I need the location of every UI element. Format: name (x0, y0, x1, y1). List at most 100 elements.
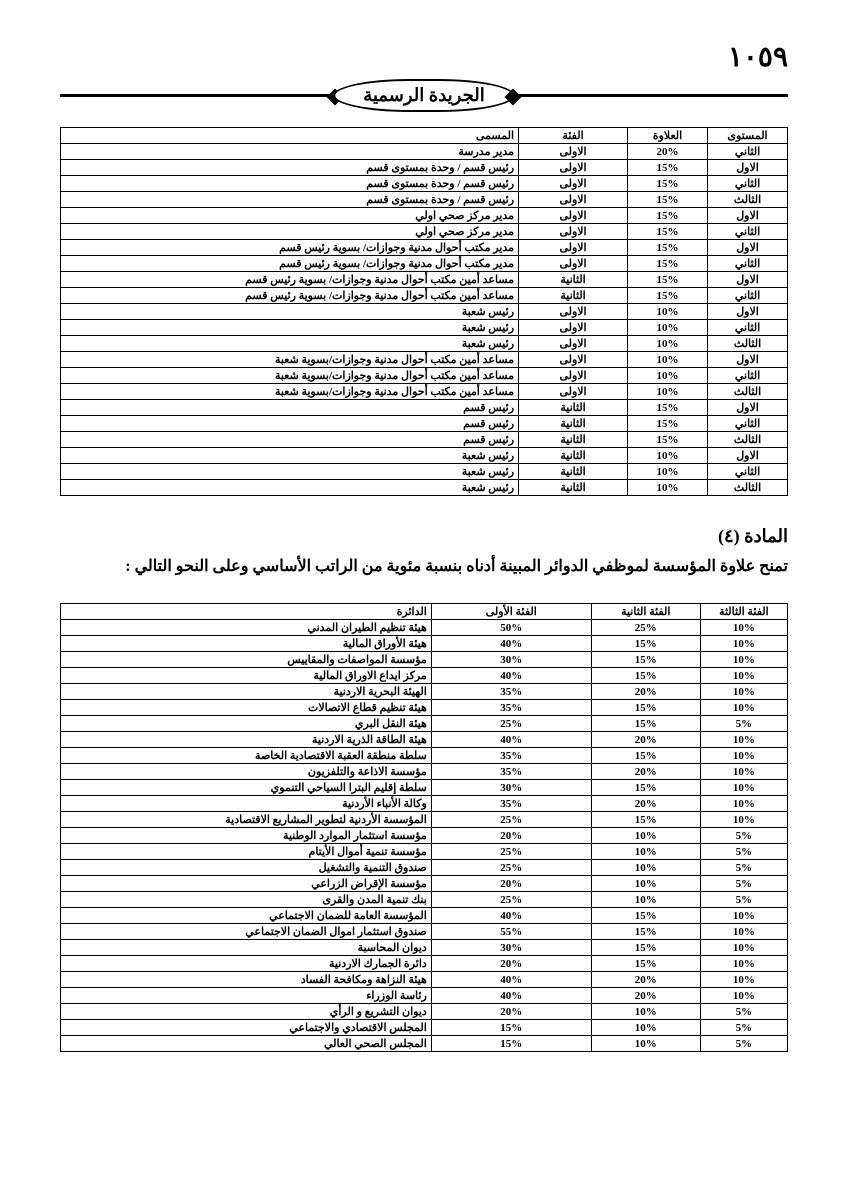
cell-level: الثالث (708, 336, 788, 352)
cell-department: الهيئة البحرية الاردنية (61, 684, 432, 700)
cell-cat3: 10% (700, 988, 787, 1004)
cell-level: الثاني (708, 416, 788, 432)
cell-allowance: 10% (628, 480, 708, 496)
cell-cat2: 15% (591, 812, 700, 828)
table-row: الثاني10%الثانيةرئيس شعبة (61, 464, 788, 480)
table-row: 5%10%20%مؤسسة استثمار الموارد الوطنية (61, 828, 788, 844)
cell-cat3: 5% (700, 1020, 787, 1036)
cell-level: الاول (708, 400, 788, 416)
cell-department: صندوق التنمية والتشغيل (61, 860, 432, 876)
table-row: 10%15%25%المؤسسة الأردنية لتطوير المشاري… (61, 812, 788, 828)
cell-name: رئيس شعبة (61, 464, 519, 480)
cell-category: الاولى (519, 160, 628, 176)
cell-cat2: 10% (591, 828, 700, 844)
positions-table: المستوى العلاوة الفئة المسمى الثاني20%ال… (60, 127, 788, 496)
cell-department: المؤسسة الأردنية لتطوير المشاريع الاقتصا… (61, 812, 432, 828)
table-row: الثاني10%الاولىرئيس شعبة (61, 320, 788, 336)
cell-cat2: 15% (591, 700, 700, 716)
col-cat3: الفئة الثالثة (700, 604, 787, 620)
cell-name: مساعد أمين مكتب أحوال مدنية وجوازات/بسوي… (61, 368, 519, 384)
cell-level: الاول (708, 240, 788, 256)
col-cat2: الفئة الثانية (591, 604, 700, 620)
cell-allowance: 15% (628, 160, 708, 176)
cell-category: الثانية (519, 432, 628, 448)
cell-department: سلطة إقليم البترا السياحي التنموي (61, 780, 432, 796)
cell-level: الثاني (708, 464, 788, 480)
cell-cat2: 15% (591, 956, 700, 972)
cell-name: رئيس شعبة (61, 448, 519, 464)
cell-cat3: 5% (700, 892, 787, 908)
table-row: 5%15%25%هيئة النقل البري (61, 716, 788, 732)
table-row: 10%15%40%هيئة الأوراق المالية (61, 636, 788, 652)
cell-name: رئيس قسم / وحدة بمستوى قسم (61, 192, 519, 208)
col-cat1: الفئة الأولى (431, 604, 591, 620)
col-category: الفئة (519, 128, 628, 144)
cell-cat2: 15% (591, 652, 700, 668)
col-name: المسمى (61, 128, 519, 144)
cell-cat3: 5% (700, 876, 787, 892)
cell-cat2: 15% (591, 636, 700, 652)
cell-cat1: 55% (431, 924, 591, 940)
cell-department: مؤسسة تنمية أموال الأيتام (61, 844, 432, 860)
table-row: الثاني15%الاولىمدير مكتب أحوال مدنية وجو… (61, 256, 788, 272)
cell-name: رئيس قسم / وحدة بمستوى قسم (61, 160, 519, 176)
cell-department: هيئة الأوراق المالية (61, 636, 432, 652)
cell-cat2: 20% (591, 796, 700, 812)
table-header-row: الفئة الثالثة الفئة الثانية الفئة الأولى… (61, 604, 788, 620)
cell-level: الثالث (708, 432, 788, 448)
table-row: 10%15%35%سلطة منطقة العقبة الاقتصادية ال… (61, 748, 788, 764)
table-row: الاول15%الثانيةرئيس قسم (61, 400, 788, 416)
table-row: 10%15%35%هيئة تنظيم قطاع الاتصالات (61, 700, 788, 716)
cell-cat3: 10% (700, 796, 787, 812)
article-title: المادة (٤) (60, 526, 788, 547)
table-row: الثاني10%الاولىمساعد أمين مكتب أحوال مدن… (61, 368, 788, 384)
cell-cat1: 40% (431, 988, 591, 1004)
cell-allowance: 10% (628, 336, 708, 352)
cell-cat2: 25% (591, 620, 700, 636)
cell-cat1: 20% (431, 956, 591, 972)
cell-allowance: 15% (628, 224, 708, 240)
cell-level: الاول (708, 272, 788, 288)
cell-cat1: 30% (431, 780, 591, 796)
cell-cat1: 30% (431, 940, 591, 956)
table-row: 10%20%35%وكالة الأنباء الأردنية (61, 796, 788, 812)
table-row: 10%25%50%هيئة تنظيم الطيران المدني (61, 620, 788, 636)
table-row: 5%10%25%صندوق التنمية والتشغيل (61, 860, 788, 876)
cell-name: رئيس شعبة (61, 336, 519, 352)
cell-cat3: 10% (700, 620, 787, 636)
cell-department: مؤسسة استثمار الموارد الوطنية (61, 828, 432, 844)
table-row: 5%10%25%بنك تنمية المدن والقرى (61, 892, 788, 908)
cell-cat2: 15% (591, 940, 700, 956)
header-rule: الجريدة الرسمية (60, 94, 788, 97)
cell-category: الاولى (519, 208, 628, 224)
cell-allowance: 15% (628, 432, 708, 448)
table-row: 10%15%55%صندوق استثمار اموال الضمان الاج… (61, 924, 788, 940)
cell-allowance: 10% (628, 304, 708, 320)
cell-level: الثالث (708, 384, 788, 400)
cell-allowance: 15% (628, 192, 708, 208)
cell-cat1: 30% (431, 652, 591, 668)
table-row: 10%15%30%ديوان المحاسبة (61, 940, 788, 956)
cell-level: الثاني (708, 288, 788, 304)
cell-cat1: 25% (431, 716, 591, 732)
cell-cat2: 10% (591, 1036, 700, 1052)
cell-name: مدير مركز صحي اولي (61, 208, 519, 224)
cell-cat1: 20% (431, 828, 591, 844)
cell-level: الثاني (708, 320, 788, 336)
table-row: 10%15%30%مؤسسة المواصفات والمقاييس (61, 652, 788, 668)
cell-cat1: 15% (431, 1020, 591, 1036)
cell-department: المجلس الاقتصادي والاجتماعي (61, 1020, 432, 1036)
cell-cat1: 15% (431, 1036, 591, 1052)
table-row: الاول15%الاولىمدير مكتب أحوال مدنية وجوا… (61, 240, 788, 256)
cell-cat1: 40% (431, 636, 591, 652)
cell-department: هيئة تنظيم الطيران المدني (61, 620, 432, 636)
cell-category: الاولى (519, 192, 628, 208)
cell-department: ديوان المحاسبة (61, 940, 432, 956)
page-number: ١٠٥٩ (60, 40, 788, 74)
cell-cat2: 15% (591, 780, 700, 796)
cell-cat2: 15% (591, 924, 700, 940)
cell-cat2: 20% (591, 684, 700, 700)
cell-cat1: 40% (431, 668, 591, 684)
cell-cat3: 10% (700, 700, 787, 716)
table-row: الاول15%الثانيةمساعد أمين مكتب أحوال مدن… (61, 272, 788, 288)
